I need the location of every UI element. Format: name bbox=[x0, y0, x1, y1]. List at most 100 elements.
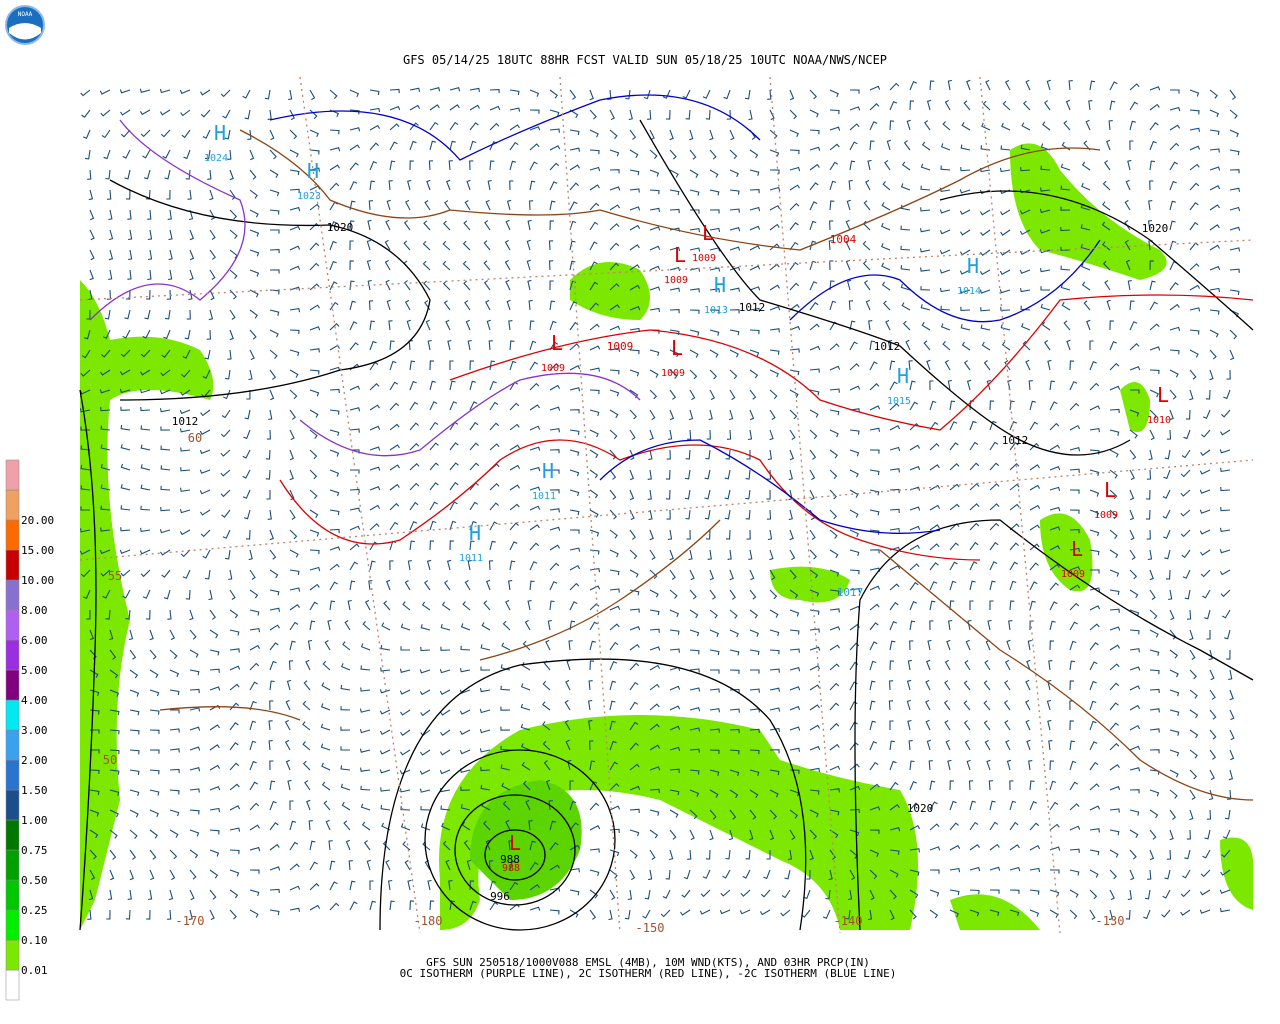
wind-barb bbox=[869, 405, 881, 411]
wind-barb bbox=[269, 760, 274, 771]
wind-barb bbox=[789, 429, 796, 440]
wind-barb bbox=[1101, 221, 1111, 231]
wind-barb bbox=[889, 488, 900, 494]
wind-barb bbox=[982, 100, 991, 111]
wind-barb bbox=[709, 609, 718, 619]
wind-barb bbox=[704, 469, 711, 480]
wind-barb bbox=[529, 126, 541, 131]
wind-barb bbox=[340, 726, 351, 731]
wind-barb bbox=[289, 509, 296, 520]
wind-barb bbox=[1109, 569, 1120, 577]
wind-barb bbox=[1129, 648, 1140, 653]
wind-barb bbox=[420, 823, 431, 831]
wind-barb bbox=[1102, 241, 1111, 251]
wind-barb bbox=[729, 329, 740, 336]
wind-barb bbox=[385, 579, 391, 591]
wind-barb bbox=[845, 239, 851, 251]
wind-barb bbox=[729, 789, 739, 799]
wind-barb bbox=[1149, 749, 1160, 754]
wind-barb bbox=[168, 889, 174, 901]
logo-text: NOAA bbox=[18, 11, 33, 18]
wind-barb bbox=[1129, 869, 1135, 881]
wind-barb bbox=[404, 299, 411, 311]
wind-barb bbox=[1080, 243, 1091, 251]
wind-barb bbox=[1007, 379, 1012, 391]
wind-barb bbox=[440, 805, 451, 811]
wind-barb bbox=[329, 301, 339, 311]
wind-barb bbox=[1065, 99, 1071, 111]
wind-barb bbox=[1109, 608, 1120, 613]
wind-barb bbox=[500, 745, 511, 751]
wind-barb bbox=[690, 209, 700, 214]
wind-barb bbox=[1081, 281, 1091, 291]
wind-barb bbox=[789, 89, 795, 101]
wind-barb bbox=[845, 909, 851, 920]
center-symbol: H bbox=[967, 254, 979, 278]
wind-barb bbox=[309, 389, 320, 397]
wind-barb bbox=[420, 709, 431, 717]
legend-swatch bbox=[5, 729, 20, 761]
wind-barb bbox=[883, 300, 891, 311]
wind-barb bbox=[1180, 529, 1191, 538]
wind-barb bbox=[769, 609, 779, 618]
center-value: 1009 bbox=[1061, 569, 1085, 580]
wind-barb bbox=[1149, 649, 1160, 656]
wind-barb bbox=[629, 849, 638, 859]
wind-barb bbox=[209, 807, 221, 813]
wind-barb bbox=[527, 219, 532, 231]
wind-barb bbox=[947, 379, 952, 391]
isotherm-minus2c bbox=[269, 94, 761, 161]
wind-barb bbox=[789, 202, 800, 211]
wind-barb bbox=[1204, 609, 1211, 620]
wind-barb bbox=[806, 869, 811, 880]
wind-barb bbox=[1039, 208, 1051, 214]
wind-barb bbox=[669, 569, 676, 580]
wind-barb bbox=[467, 339, 472, 351]
wind-barb bbox=[528, 820, 533, 831]
wind-barb bbox=[629, 206, 641, 211]
wind-barb bbox=[309, 129, 319, 138]
wind-barb bbox=[589, 848, 600, 853]
wind-barb bbox=[1129, 789, 1140, 794]
wind-barb bbox=[809, 109, 819, 118]
wind-barb bbox=[750, 669, 760, 674]
legend-swatch bbox=[5, 519, 20, 551]
wind-barb bbox=[662, 889, 671, 899]
wind-barb bbox=[85, 149, 91, 160]
wind-barb bbox=[525, 799, 531, 811]
wind-barb bbox=[1200, 569, 1211, 578]
wind-barb bbox=[849, 429, 860, 435]
wind-barb bbox=[979, 209, 991, 216]
wind-barb bbox=[1189, 284, 1201, 291]
wind-barb bbox=[469, 401, 478, 411]
wind-barb bbox=[669, 789, 680, 796]
wind-barb bbox=[828, 869, 833, 881]
wind-barb bbox=[649, 788, 660, 793]
wind-barb bbox=[1089, 623, 1100, 631]
wind-barb bbox=[367, 219, 372, 231]
wind-barb bbox=[1209, 224, 1220, 231]
wind-barb bbox=[249, 309, 258, 319]
wind-barb bbox=[1029, 464, 1040, 471]
wind-barb bbox=[1029, 867, 1041, 873]
wind-barb bbox=[1189, 629, 1194, 641]
wind-barb bbox=[609, 605, 621, 611]
wind-barb bbox=[139, 389, 151, 394]
wind-barb bbox=[1182, 869, 1191, 879]
wind-barb bbox=[689, 288, 700, 293]
wind-barb bbox=[769, 409, 776, 420]
wind-barb bbox=[629, 469, 635, 481]
wind-barb bbox=[1229, 729, 1235, 741]
wind-barb bbox=[963, 700, 971, 711]
wind-barb bbox=[248, 369, 253, 381]
wind-barb bbox=[427, 879, 432, 891]
wind-barb bbox=[270, 229, 280, 234]
wind-barb bbox=[500, 764, 511, 771]
wind-barb bbox=[1219, 569, 1231, 576]
center-symbol: L bbox=[551, 331, 563, 355]
wind-barb bbox=[729, 708, 740, 713]
wind-barb bbox=[549, 820, 557, 831]
wind-barb bbox=[849, 123, 860, 131]
wind-barb bbox=[509, 560, 516, 571]
